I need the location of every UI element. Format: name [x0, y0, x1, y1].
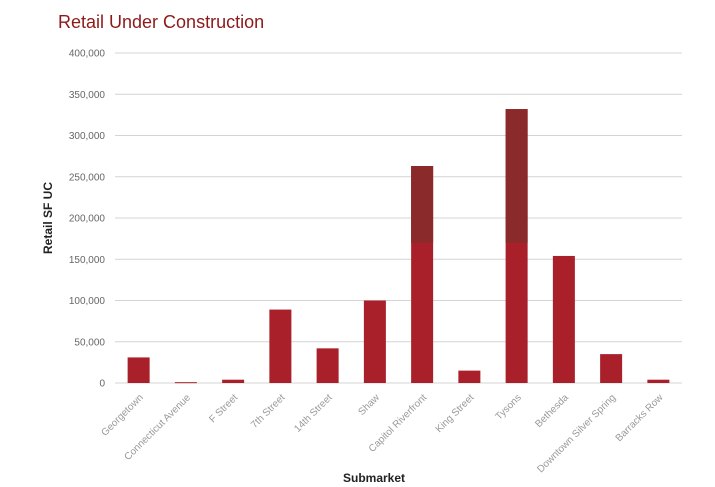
y-tick-label: 250,000	[69, 172, 106, 183]
x-tick-label: King Street	[434, 392, 477, 435]
y-tick-label: 0	[99, 379, 105, 390]
bar	[269, 309, 292, 383]
x-axis-label: Submarket	[343, 471, 405, 485]
x-tick-label: Shaw	[357, 392, 383, 418]
bars	[127, 109, 670, 384]
bar	[174, 382, 197, 384]
y-tick-label: 50,000	[74, 337, 105, 348]
y-tick-label: 400,000	[69, 49, 106, 60]
bar	[222, 379, 245, 383]
x-tick-label: F Street	[207, 392, 240, 425]
x-tick-label: Downtown Silver Spring	[535, 392, 618, 475]
x-tick-label: 7th Street	[249, 392, 288, 431]
y-tick-label: 150,000	[69, 255, 106, 266]
bar	[458, 370, 481, 383]
bar	[552, 255, 575, 383]
gridlines	[115, 52, 682, 384]
x-tick-label: Bethesda	[533, 392, 571, 430]
x-tick-label: 14th Street	[292, 392, 335, 435]
bar	[127, 357, 150, 383]
bar-upper-segment	[411, 166, 434, 243]
chart-title: Retail Under Construction	[58, 12, 265, 32]
bar	[600, 354, 623, 383]
x-tick-label: Georgetown	[99, 392, 145, 438]
bar	[363, 300, 386, 383]
x-tick-label: Tysons	[494, 392, 524, 422]
bar-upper-segment	[505, 109, 528, 243]
bar	[316, 348, 339, 383]
y-axis-label: Retail SF UC	[41, 182, 55, 254]
y-tick-label: 350,000	[69, 90, 106, 101]
x-tick-label: Barracks Row	[614, 392, 666, 444]
y-tick-label: 100,000	[69, 296, 106, 307]
bar	[647, 379, 670, 383]
y-tick-label: 200,000	[69, 214, 106, 225]
y-tick-label: 300,000	[69, 131, 106, 142]
y-axis-ticks: 0 50,000 100,000 150,000 200,000 250,000 300,0…	[69, 49, 106, 390]
